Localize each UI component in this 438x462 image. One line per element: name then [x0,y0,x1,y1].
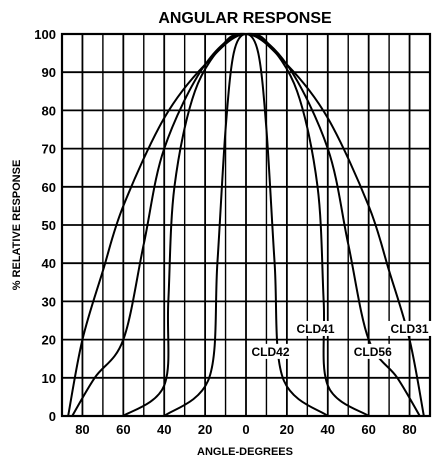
y-tick-label: 30 [42,294,56,309]
y-axis-label: % RELATIVE RESPONSE [11,160,23,291]
curve-label-bg [293,320,338,336]
x-tick-labels: 80 60 40 20 0 20 40 60 80 [75,422,417,437]
x-tick-label: 60 [361,422,375,437]
y-tick-label: 60 [42,180,56,195]
x-tick-label: 0 [242,422,249,437]
curve-label-bg [387,320,432,336]
x-tick-label: 80 [402,422,416,437]
y-tick-label: 0 [49,409,56,424]
y-tick-label: 20 [42,333,56,348]
curve-label-bg [350,343,395,359]
y-tick-label: 100 [34,27,56,42]
curve-cld42 [163,32,329,417]
y-tick-label: 40 [42,256,56,271]
curve-label: CLD42 [252,345,290,359]
curve-label-bg [248,343,293,359]
x-tick-label: 60 [116,422,130,437]
x-tick-label: 20 [280,422,294,437]
response-curves [67,32,425,417]
x-tick-label: 80 [75,422,89,437]
y-tick-label: 50 [42,218,56,233]
curve-label: CLD31 [391,322,429,336]
chart-title: ANGULAR RESPONSE [158,10,332,27]
y-tick-label: 90 [42,65,56,80]
y-tick-labels: 0 10 20 30 40 50 60 70 80 90 100 [34,27,56,424]
grid [61,33,431,417]
curve-label: CLD41 [297,322,335,336]
y-tick-label: 70 [42,142,56,157]
curve-label: CLD56 [354,345,392,359]
y-tick-label: 10 [42,371,56,386]
x-tick-label: 40 [321,422,335,437]
x-tick-label: 20 [198,422,212,437]
x-axis-label: ANGLE-DEGREES [197,446,293,458]
y-tick-label: 80 [42,103,56,118]
curve-labels: CLD42 CLD41 CLD56 CLD31 [248,320,432,359]
x-tick-label: 40 [157,422,171,437]
